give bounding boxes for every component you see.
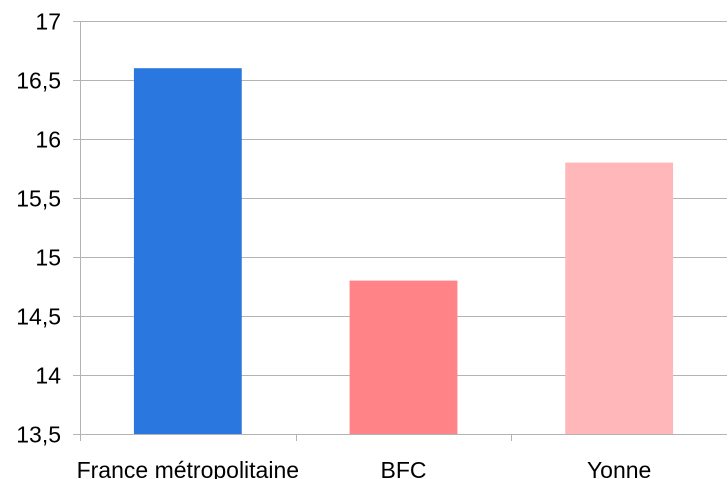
x-category-labels: France métropolitaine BFC Yonne — [77, 457, 652, 479]
y-tick-label: 16,5 — [16, 68, 61, 94]
y-tick-label: 17 — [35, 9, 61, 35]
y-tick-label: 15 — [35, 245, 61, 271]
y-tick-label: 13,5 — [16, 422, 61, 448]
bars — [133, 68, 674, 434]
axes — [80, 21, 512, 441]
y-tick-label: 14 — [35, 363, 61, 389]
y-tick-label: 16 — [35, 127, 61, 153]
bar — [349, 280, 458, 434]
bar — [565, 162, 674, 434]
x-category-label: BFC — [381, 457, 427, 479]
x-category-label: France métropolitaine — [77, 457, 299, 479]
y-tick-label: 14,5 — [16, 304, 61, 330]
x-category-label: Yonne — [587, 457, 651, 479]
y-tick-label: 15,5 — [16, 186, 61, 212]
bar — [133, 68, 242, 434]
y-tick-labels: 13,5 14 14,5 15 15,5 16 16,5 17 — [16, 9, 61, 448]
